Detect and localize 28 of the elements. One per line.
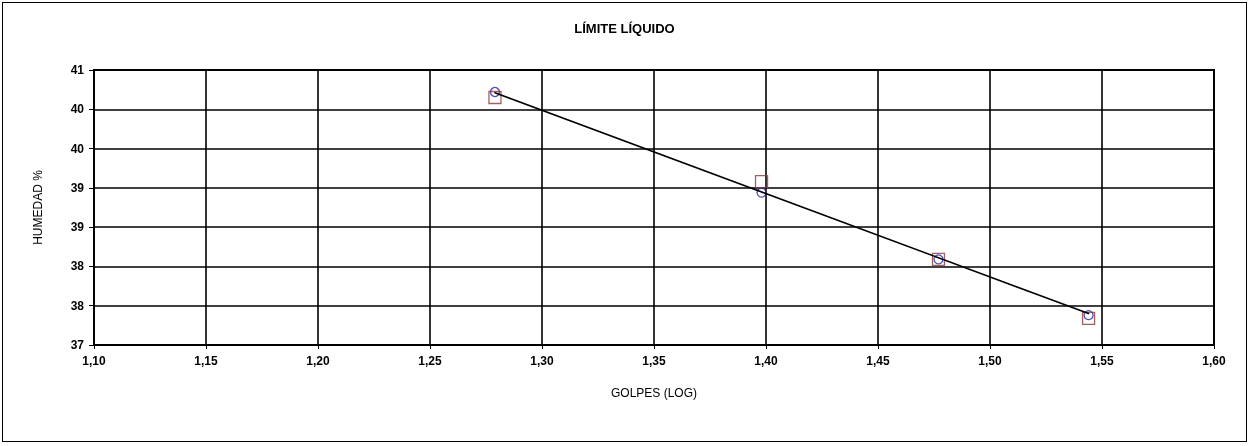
x-tick-label: 1,25 [418,354,442,368]
point [488,90,502,105]
point [754,174,769,189]
x-tick-label: 1,45 [866,354,890,368]
x-tick-label: 1,30 [530,354,554,368]
x-tick-label: 1,50 [978,354,1002,368]
x-tick-label: 1,10 [82,354,106,368]
y-tick-label: 41 [70,63,85,77]
point [756,187,767,198]
y-tick-label: 40 [70,102,85,117]
y-tick-label: 37 [70,338,85,352]
y-tick-label: 39 [70,180,85,195]
chart-title: LÍMITE LÍQUIDO [574,21,675,36]
x-tick-label: 1,40 [754,354,778,368]
x-tick-label: 1,15 [194,354,218,368]
y-tick-label: 38 [70,259,85,274]
y-tick-label: 39 [70,220,85,235]
y-axis-title: HUMEDAD % [31,169,45,245]
y-tick-label: 38 [70,298,85,313]
y-tick-label: 40 [70,141,85,156]
point [489,86,501,98]
x-tick-label: 1,35 [642,354,666,368]
x-tick-label: 1,55 [1090,354,1114,368]
point [1083,309,1094,321]
x-tick-label: 1,20 [306,354,330,368]
x-axis-title: GOLPES (LOG) [610,386,698,400]
point [1081,311,1096,325]
x-tick-label: 1,60 [1202,354,1226,368]
